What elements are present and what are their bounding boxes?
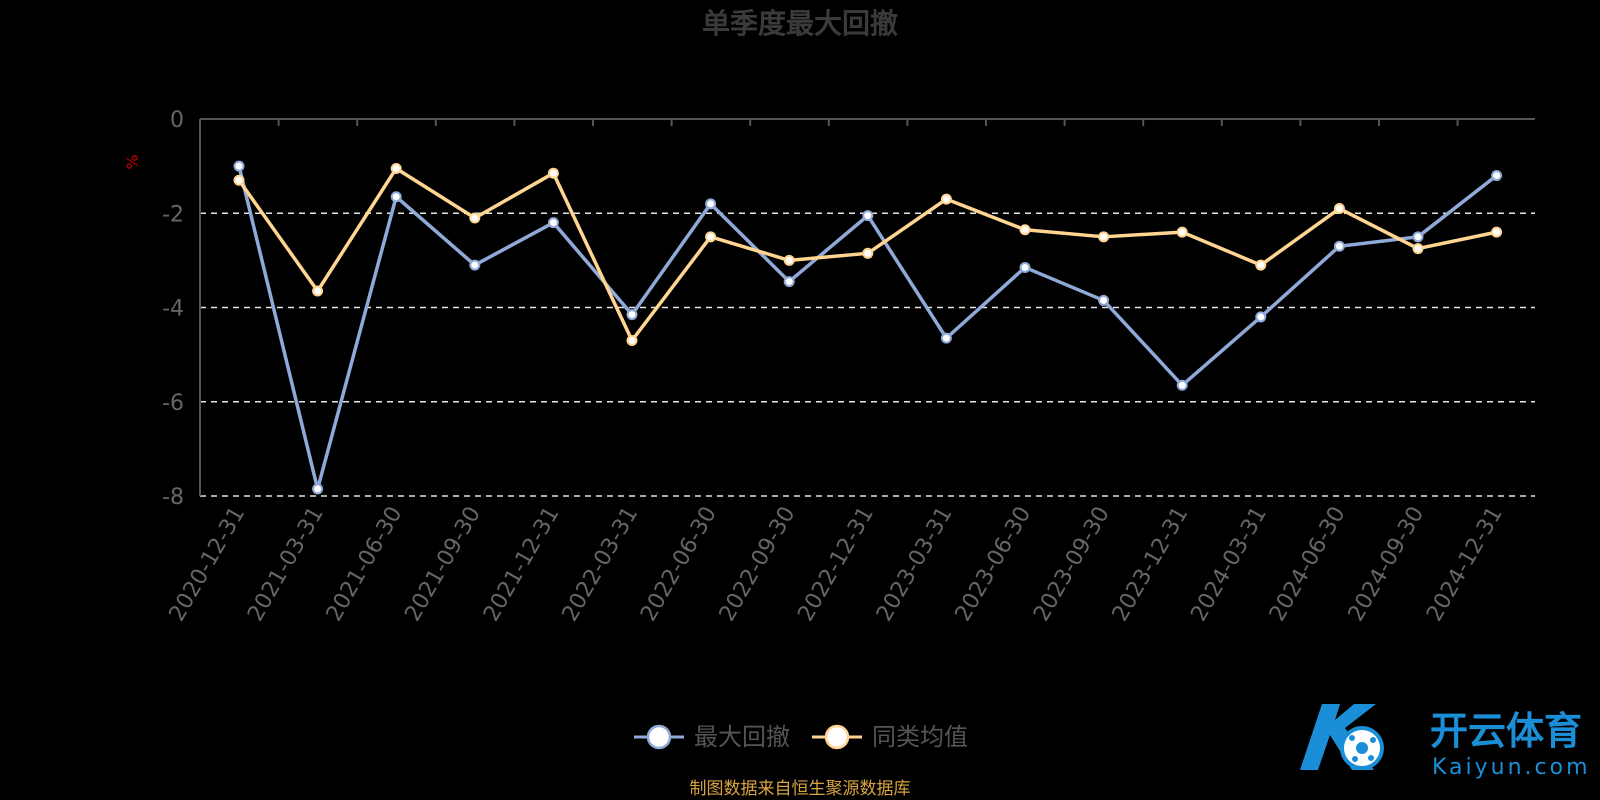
series-最大回撤 — [233, 160, 1503, 495]
data-point — [547, 217, 559, 229]
x-tick-label: 2022-06-30 — [636, 503, 722, 626]
data-point — [1491, 226, 1503, 238]
y-tick-label: -8 — [162, 485, 184, 510]
data-point — [783, 254, 795, 266]
legend-label: 最大回撤 — [694, 723, 790, 751]
x-tick-label: 2023-06-30 — [951, 503, 1037, 626]
data-point — [940, 193, 952, 205]
data-point — [940, 332, 952, 344]
legend-label: 同类均值 — [872, 723, 968, 751]
x-tick-labels: 2020-12-312021-03-312021-06-302021-09-30… — [165, 503, 1508, 626]
series-layer — [233, 160, 1503, 495]
x-tick-label: 2021-12-31 — [479, 503, 565, 626]
data-point — [1412, 231, 1424, 243]
data-point — [1098, 231, 1110, 243]
data-point — [469, 212, 481, 224]
grid-lines — [200, 212, 1535, 497]
series-同类均值 — [233, 162, 1503, 346]
legend[interactable]: 最大回撤 同类均值 — [634, 723, 968, 751]
y-tick-labels: 0 -2 -4 -6 -8 — [162, 108, 184, 510]
brand-watermark: 开云体育 Kaiyun.com — [1300, 704, 1591, 780]
data-point — [1176, 379, 1188, 391]
data-point — [705, 198, 717, 210]
data-point — [1019, 224, 1031, 236]
data-point — [233, 160, 245, 172]
data-point — [705, 231, 717, 243]
data-point — [312, 483, 324, 495]
data-point — [547, 167, 559, 179]
data-point — [1491, 170, 1503, 182]
brand-name-cn: 开云体育 — [1430, 709, 1582, 753]
x-tick-label: 2024-06-30 — [1265, 503, 1351, 626]
y-tick-label: -4 — [162, 297, 184, 322]
chart-title: 单季度最大回撤 — [702, 7, 898, 40]
x-tick-label: 2023-12-31 — [1108, 503, 1194, 626]
legend-marker — [646, 724, 672, 750]
data-source-note: 制图数据来自恒生聚源数据库 — [690, 779, 911, 799]
data-point — [862, 210, 874, 222]
data-point — [1255, 259, 1267, 271]
legend-marker — [824, 724, 850, 750]
logo-icon — [1300, 704, 1384, 770]
axes — [199, 118, 1535, 496]
y-tick-label: -2 — [162, 202, 184, 227]
data-point — [390, 162, 402, 174]
legend-item[interactable]: 最大回撤 — [634, 723, 790, 751]
brand-name-en: Kaiyun.com — [1432, 755, 1591, 780]
x-tick-label: 2024-12-31 — [1422, 503, 1508, 626]
legend-item[interactable]: 同类均值 — [812, 723, 968, 751]
data-point — [1019, 261, 1031, 273]
data-point — [390, 191, 402, 203]
data-point — [1412, 243, 1424, 255]
x-tick-label: 2024-09-30 — [1344, 503, 1430, 626]
data-point — [862, 247, 874, 259]
x-tick-label: 2020-12-31 — [165, 503, 251, 626]
data-point — [1255, 311, 1267, 323]
data-point — [783, 276, 795, 288]
x-tick-label: 2023-03-31 — [872, 503, 958, 626]
x-tick-label: 2021-03-31 — [243, 503, 329, 626]
data-point — [1098, 294, 1110, 306]
x-tick-label: 2022-09-30 — [715, 503, 801, 626]
x-tick-label: 2024-03-31 — [1186, 503, 1272, 626]
y-axis-unit: % — [123, 154, 142, 169]
data-point — [469, 259, 481, 271]
data-point — [233, 174, 245, 186]
y-tick-label: -6 — [162, 391, 184, 416]
data-point — [1176, 226, 1188, 238]
x-tick-label: 2023-09-30 — [1029, 503, 1115, 626]
x-tick-label: 2022-12-31 — [793, 503, 879, 626]
x-tick-label: 2021-06-30 — [322, 503, 408, 626]
x-tick-label: 2022-03-31 — [558, 503, 644, 626]
data-point — [626, 334, 638, 346]
data-point — [1333, 203, 1345, 215]
y-tick-label: 0 — [170, 108, 184, 133]
data-point — [626, 309, 638, 321]
data-point — [1333, 240, 1345, 252]
data-point — [312, 285, 324, 297]
x-tick-label: 2021-09-30 — [400, 503, 486, 626]
